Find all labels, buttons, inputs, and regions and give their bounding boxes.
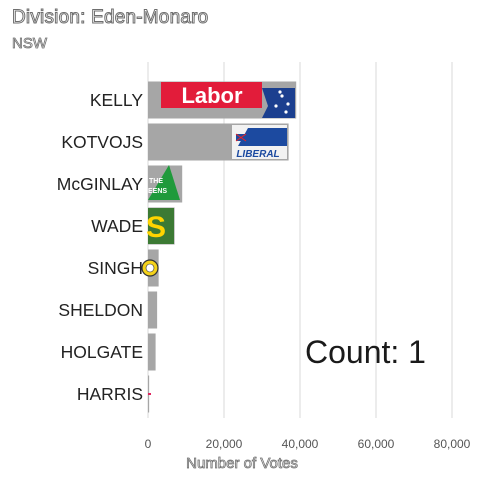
candidate-label: KOTVOJS [61,132,143,152]
svg-text:S: S [146,211,166,244]
candidate-label: SINGH [88,258,143,278]
liberal-logo-icon: LIBERAL [232,125,287,160]
svg-text:LIBERAL: LIBERAL [236,149,279,160]
svg-text:THE: THE [149,178,163,185]
x-tick-label: 40,000 [282,437,319,451]
x-tick-label: 60,000 [358,437,395,451]
cdp-logo-icon [141,259,159,277]
x-tick-label: 80,000 [434,437,471,451]
other-logo-icon [148,393,151,395]
candidate-label: WADE [91,216,143,236]
sustainable-logo-icon: S [146,208,174,244]
candidate-label: KELLY [90,90,144,110]
x-tick-labels: 0 20,000 40,000 60,000 80,000 [145,437,471,451]
candidate-labels: KELLY KOTVOJS McGINLAY WADE SINGH SHELDON HOLG… [57,90,144,404]
greens-logo-icon: THE EENS [148,165,180,200]
bar [148,291,158,329]
svg-text:EENS: EENS [148,188,167,195]
candidate-label: HARRIS [77,384,143,404]
candidate-label: McGINLAY [57,174,144,194]
chart-title: Division: Eden-Monaro [11,7,209,29]
candidate-label: HOLGATE [61,342,143,362]
x-tick-label: 0 [145,437,152,451]
candidate-label: SHELDON [58,300,143,320]
x-axis-label: Number of Votes [186,455,298,472]
party-logos: Labor LIBERAL THE EENS S [141,82,295,395]
svg-text:Labor: Labor [181,83,243,108]
bar [148,333,156,371]
chart-subtitle: NSW [12,35,48,53]
labor-logo-icon: Labor [161,82,295,118]
count-label: Count: 1 [305,334,426,370]
x-tick-label: 20,000 [206,437,243,451]
